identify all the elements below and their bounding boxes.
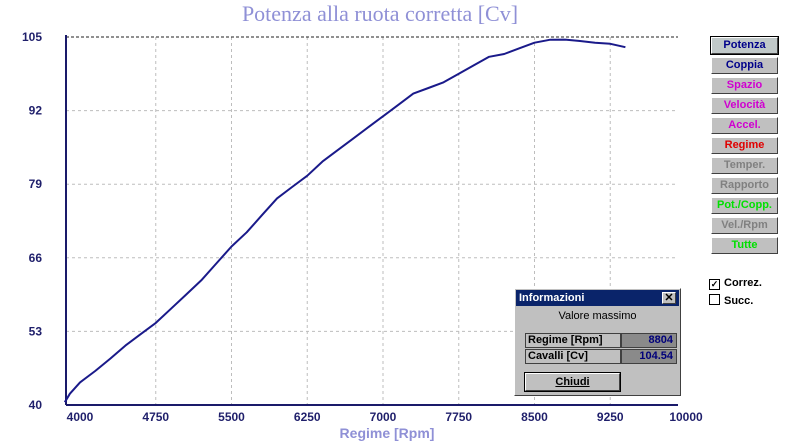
- x-tick-label: 7000: [370, 410, 397, 424]
- power-curve-line: [63, 38, 626, 403]
- graph-button-8[interactable]: Rapporto: [711, 177, 778, 194]
- y-tick-label: 66: [29, 251, 43, 265]
- x-tick-label: 4750: [142, 410, 169, 424]
- info-dialog-subtitle: Valore massimo: [558, 310, 637, 322]
- x-tick-label: 5500: [218, 410, 245, 424]
- succ-checkbox-label: Succ.: [724, 295, 754, 307]
- graph-button-7[interactable]: Temper.: [711, 157, 778, 174]
- x-tick-label: 8500: [521, 410, 548, 424]
- y-tick-label: 92: [29, 104, 43, 118]
- succ-checkbox-box[interactable]: [709, 294, 720, 305]
- succ-checkbox[interactable]: Succ.: [709, 294, 753, 307]
- x-tick-label: 10000: [669, 410, 703, 424]
- graph-button-9[interactable]: Pot./Copp.: [711, 197, 778, 214]
- y-tick-label: 79: [29, 177, 43, 191]
- graph-button-5[interactable]: Accel.: [711, 117, 778, 134]
- info-row-regime: Regime [Rpm] 8804: [525, 333, 677, 348]
- x-tick-label: 7750: [445, 410, 472, 424]
- correz-checkbox-label: Correz.: [724, 277, 762, 289]
- chart-title: Potenza alla ruota corretta [Cv]: [241, 1, 519, 26]
- graph-button-11[interactable]: Tutte: [711, 237, 778, 254]
- info-row-cavalli: Cavalli [Cv] 104.54: [525, 349, 677, 364]
- chiudi-button[interactable]: Chiudi: [524, 372, 621, 392]
- info-label-regime: Regime [Rpm]: [525, 333, 621, 348]
- graph-button-3[interactable]: Spazio: [711, 77, 778, 94]
- chiudi-button-label: Chiudi: [555, 376, 590, 388]
- info-value-regime: 8804: [621, 333, 677, 348]
- graph-button-10[interactable]: Vel./Rpm: [711, 217, 778, 234]
- graph-button-6[interactable]: Regime: [711, 137, 778, 154]
- info-dialog-title: Informazioni: [519, 292, 585, 304]
- y-tick-label: 53: [29, 324, 43, 338]
- graph-button-4[interactable]: Velocità: [711, 97, 778, 114]
- x-tick-label: 4000: [67, 410, 94, 424]
- info-dialog: Informazioni ✕ Valore massimo Regime [Rp…: [514, 288, 681, 396]
- graph-button-2[interactable]: Coppia: [711, 57, 778, 74]
- x-axis-title: Regime [Rpm]: [340, 425, 435, 441]
- x-tick-label: 9250: [597, 410, 624, 424]
- info-value-cavalli: 104.54: [621, 349, 677, 364]
- correz-checkbox[interactable]: ✓ Correz.: [709, 277, 762, 290]
- graph-button-1[interactable]: Potenza: [710, 36, 779, 55]
- close-icon[interactable]: ✕: [662, 292, 676, 304]
- x-tick-label: 6250: [294, 410, 321, 424]
- info-label-cavalli: Cavalli [Cv]: [525, 349, 621, 364]
- y-tick-label: 105: [22, 30, 42, 44]
- correz-checkbox-box[interactable]: ✓: [709, 279, 720, 290]
- info-dialog-titlebar[interactable]: Informazioni ✕: [516, 290, 679, 306]
- y-tick-label: 40: [29, 398, 43, 412]
